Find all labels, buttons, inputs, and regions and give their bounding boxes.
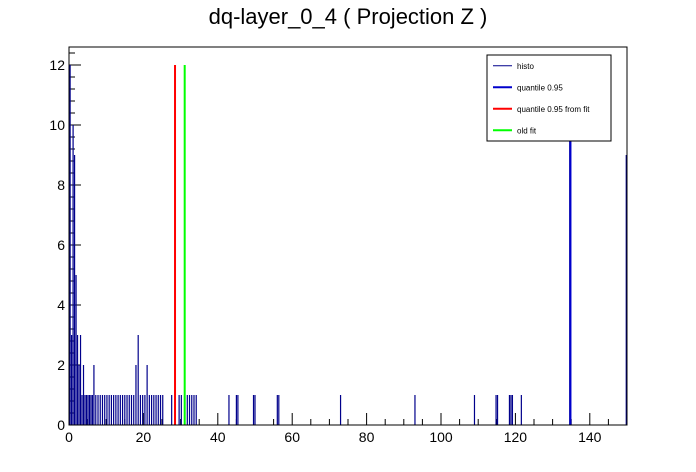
y-tick-label: 10 — [49, 117, 65, 133]
legend-label: quantile 0.95 from fit — [517, 105, 590, 114]
x-tick-label: 0 — [65, 429, 73, 445]
legend-label: histo — [517, 62, 534, 71]
x-tick-label: 40 — [210, 429, 226, 445]
y-tick-label: 0 — [57, 417, 65, 433]
plot-frame — [68, 46, 628, 426]
x-tick-label: 80 — [359, 429, 375, 445]
legend-box — [486, 54, 612, 142]
legend-label: old fit — [517, 126, 537, 135]
legend: histo quantile 0.95 quantile 0.95 from fit… — [486, 54, 612, 142]
x-tick-label: 60 — [284, 429, 300, 445]
x-tick-label: 100 — [429, 429, 453, 445]
y-tick-label: 4 — [57, 297, 65, 313]
legend-label: quantile 0.95 — [517, 83, 563, 92]
x-tick-label: 120 — [504, 429, 528, 445]
legend-entries: histo quantile 0.95 quantile 0.95 from fit… — [493, 62, 590, 135]
x-axis-ticks: 0 20 40 60 80 100 120 140 — [65, 413, 628, 445]
chart-title: dq-layer_0_4 ( Projection Z ) — [209, 4, 488, 29]
y-tick-label: 6 — [57, 237, 65, 253]
x-tick-label: 20 — [136, 429, 152, 445]
y-tick-label: 8 — [57, 177, 65, 193]
y-tick-label: 12 — [49, 57, 65, 73]
y-tick-label: 2 — [57, 357, 65, 373]
x-tick-label: 140 — [578, 429, 602, 445]
histogram-bars — [69, 65, 627, 425]
vertical-lines — [174, 65, 572, 425]
